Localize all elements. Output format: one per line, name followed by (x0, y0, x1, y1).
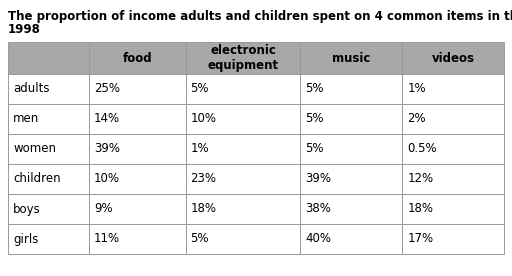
Bar (89, 224, 185, 254)
Bar (402, 224, 504, 254)
Text: 12%: 12% (407, 172, 433, 185)
Bar (8, 194, 89, 224)
Text: 5%: 5% (305, 113, 324, 126)
Text: 39%: 39% (305, 172, 331, 185)
Bar (185, 164, 301, 194)
Text: 1%: 1% (190, 142, 209, 155)
Text: 40%: 40% (305, 232, 331, 245)
Text: men: men (13, 113, 39, 126)
Bar (185, 74, 301, 104)
Bar (301, 134, 402, 164)
Text: 1%: 1% (407, 83, 426, 95)
Text: 17%: 17% (407, 232, 433, 245)
Bar (301, 194, 402, 224)
Bar (402, 194, 504, 224)
Bar (301, 224, 402, 254)
Bar (301, 104, 402, 134)
Bar (402, 164, 504, 194)
Text: The proportion of income adults and children spent on 4 common items in the UK i: The proportion of income adults and chil… (8, 10, 512, 23)
Text: 14%: 14% (94, 113, 120, 126)
Text: music: music (332, 52, 371, 65)
Text: 10%: 10% (190, 113, 217, 126)
Text: 39%: 39% (94, 142, 120, 155)
Text: 9%: 9% (94, 203, 113, 216)
Bar (185, 194, 301, 224)
Text: 23%: 23% (190, 172, 217, 185)
Bar (301, 74, 402, 104)
Text: girls: girls (13, 232, 38, 245)
Text: electronic
equipment: electronic equipment (207, 44, 279, 72)
Text: 11%: 11% (94, 232, 120, 245)
Text: 2%: 2% (407, 113, 426, 126)
Text: 0.5%: 0.5% (407, 142, 437, 155)
Text: food: food (122, 52, 152, 65)
Text: videos: videos (432, 52, 475, 65)
Text: children: children (13, 172, 60, 185)
Bar (402, 104, 504, 134)
Bar (185, 134, 301, 164)
Bar (185, 224, 301, 254)
Text: boys: boys (13, 203, 41, 216)
Bar (89, 194, 185, 224)
Bar (89, 74, 185, 104)
Bar (8, 74, 89, 104)
Bar (301, 164, 402, 194)
Bar (402, 134, 504, 164)
Text: women: women (13, 142, 56, 155)
Bar (89, 134, 185, 164)
Text: 10%: 10% (94, 172, 120, 185)
Text: 38%: 38% (305, 203, 331, 216)
Text: 18%: 18% (190, 203, 217, 216)
Text: 5%: 5% (190, 232, 209, 245)
Text: 5%: 5% (305, 83, 324, 95)
Text: 1998: 1998 (8, 23, 41, 36)
Bar (89, 104, 185, 134)
Text: adults: adults (13, 83, 50, 95)
Text: 5%: 5% (305, 142, 324, 155)
Bar (89, 42, 185, 74)
Bar (8, 164, 89, 194)
Text: 18%: 18% (407, 203, 433, 216)
Text: 5%: 5% (190, 83, 209, 95)
Bar (402, 74, 504, 104)
Bar (301, 42, 402, 74)
Bar (402, 42, 504, 74)
Bar (8, 42, 89, 74)
Bar (185, 104, 301, 134)
Bar (8, 104, 89, 134)
Bar (89, 164, 185, 194)
Bar (185, 42, 301, 74)
Bar (8, 134, 89, 164)
Text: 25%: 25% (94, 83, 120, 95)
Bar (8, 224, 89, 254)
